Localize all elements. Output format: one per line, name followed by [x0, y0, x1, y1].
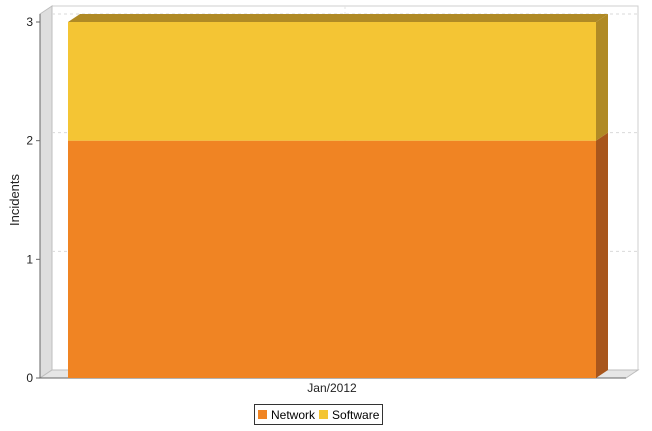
legend-item-software[interactable]: Software [319, 408, 379, 422]
y-tick-label: 1 [26, 252, 33, 266]
bar-network [68, 140, 596, 378]
bar-side-network [596, 132, 608, 378]
legend-swatch-software [319, 410, 329, 419]
y-tick-label: 3 [26, 15, 33, 29]
bar-side-software [596, 14, 608, 141]
bar-top-software [68, 14, 608, 22]
legend-label-network: Network [271, 407, 316, 422]
plot-side-wall [39, 5, 53, 379]
legend-swatch-network [258, 410, 267, 419]
bar-software [68, 22, 596, 141]
y-tick-label: 2 [26, 134, 33, 148]
y-tick-label: 0 [26, 371, 33, 385]
chart-legend: Network Software [254, 404, 384, 425]
y-axis-label: Incidents [7, 173, 22, 226]
legend-label-software: Software [332, 407, 380, 422]
legend-item-network[interactable]: Network [258, 408, 315, 422]
x-tick-label: Jan/2012 [307, 381, 357, 395]
